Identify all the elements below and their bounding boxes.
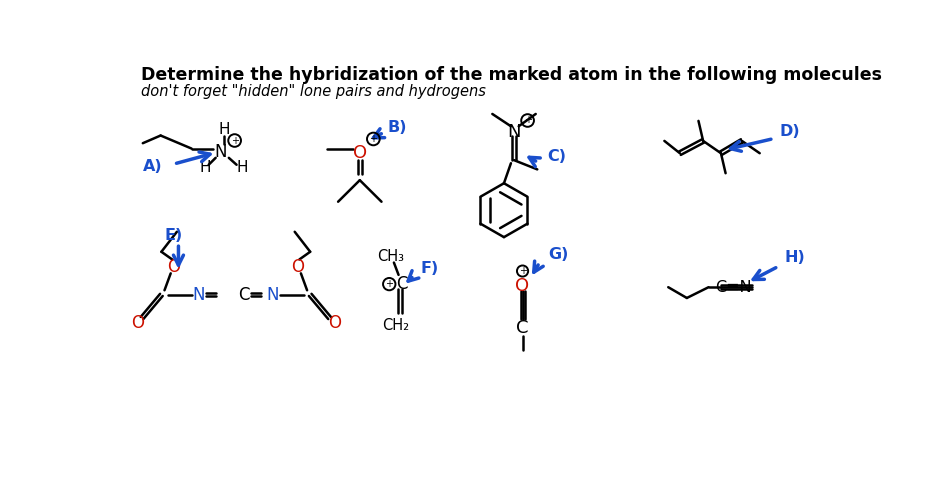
Text: C: C [396,275,408,293]
Text: +: + [230,135,239,146]
Text: +: + [369,134,378,144]
Text: H): H) [784,250,805,265]
Text: O: O [167,258,180,276]
Text: F): F) [420,261,439,276]
Text: E): E) [164,228,183,243]
Text: C≡N: C≡N [715,281,751,295]
Text: G): G) [548,247,568,262]
Text: CH₂: CH₂ [382,318,409,333]
Text: H: H [236,161,247,175]
Text: Determine the hybridization of the marked atom in the following molecules: Determine the hybridization of the marke… [142,67,883,84]
Text: +: + [385,279,394,289]
Text: N: N [215,143,228,162]
Text: O: O [515,277,530,294]
Text: H: H [200,161,211,175]
Text: H: H [218,122,230,137]
Text: O: O [131,314,143,331]
Text: C: C [238,286,249,304]
Text: N: N [267,286,279,304]
Text: O: O [328,314,341,331]
Text: N: N [507,124,521,141]
Text: C: C [516,319,529,337]
Text: don't forget "hidden" lone pairs and hydrogens: don't forget "hidden" lone pairs and hyd… [142,84,486,99]
Text: +: + [524,116,531,125]
Text: +: + [518,266,527,276]
Text: CH₃: CH₃ [378,249,404,264]
Text: C): C) [548,149,566,164]
Text: N: N [193,286,205,304]
Text: O: O [292,258,304,276]
Text: A): A) [143,159,162,174]
Text: O: O [353,144,367,162]
Text: D): D) [780,124,801,139]
Text: B): B) [388,120,407,134]
